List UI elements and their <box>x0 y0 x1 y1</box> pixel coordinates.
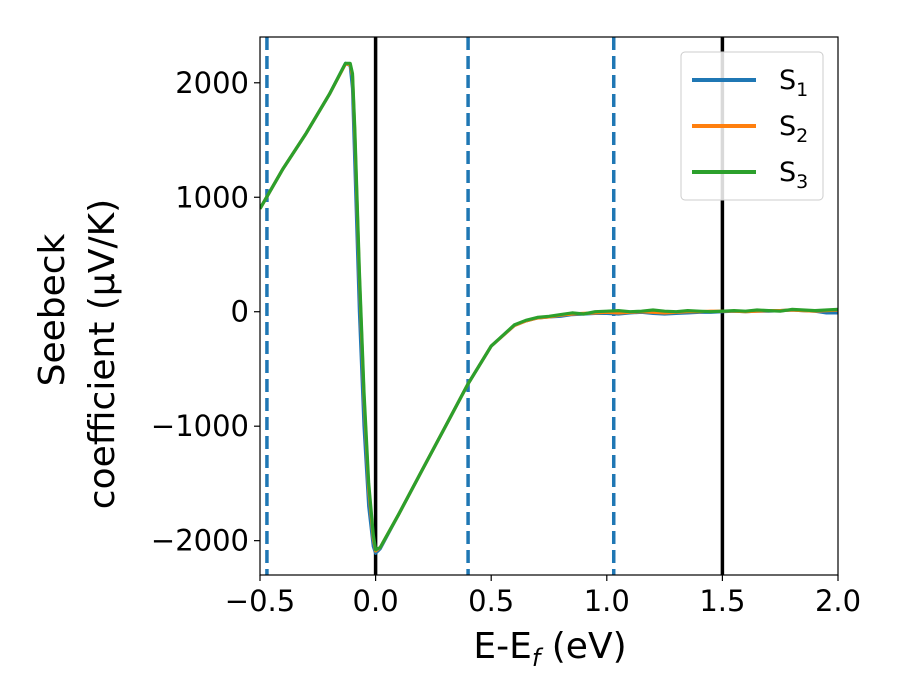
vertical-reference-lines <box>265 37 725 575</box>
legend-label-1: S1 <box>779 65 808 101</box>
legend: S1 S2 S3 <box>680 51 824 201</box>
x-tick-label: 0.0 <box>353 584 399 618</box>
series-line-3 <box>260 61 838 552</box>
x-tick-label: 1.0 <box>584 584 630 618</box>
y-tick-label: 2000 <box>175 66 249 100</box>
plot-frame <box>259 36 839 576</box>
x-tick-label: 0.5 <box>468 584 514 618</box>
y-tick-label: 1000 <box>175 180 249 214</box>
x-tick-label: 1.5 <box>699 584 745 618</box>
x-tick-label: 2.0 <box>815 584 861 618</box>
y-tick-label: 0 <box>231 295 249 329</box>
legend-label-3: S3 <box>779 157 808 193</box>
y-axis-label-line2: coefficient (μV/K) <box>82 199 123 509</box>
legend-label-2: S2 <box>779 111 808 147</box>
y-axis-label-line1: Seebeck <box>32 233 73 386</box>
x-tick-label: −0.5 <box>225 584 295 618</box>
y-axis-ticks: −2000 −1000 0 1000 2000 <box>151 66 260 558</box>
y-tick-label: −2000 <box>151 524 249 558</box>
x-axis-label: E-Ef (eV) <box>473 626 626 672</box>
y-tick-label: −1000 <box>151 409 249 443</box>
x-axis-ticks: −0.5 0.0 0.5 1.0 1.5 2.0 <box>225 575 861 618</box>
series-lines <box>260 61 838 555</box>
